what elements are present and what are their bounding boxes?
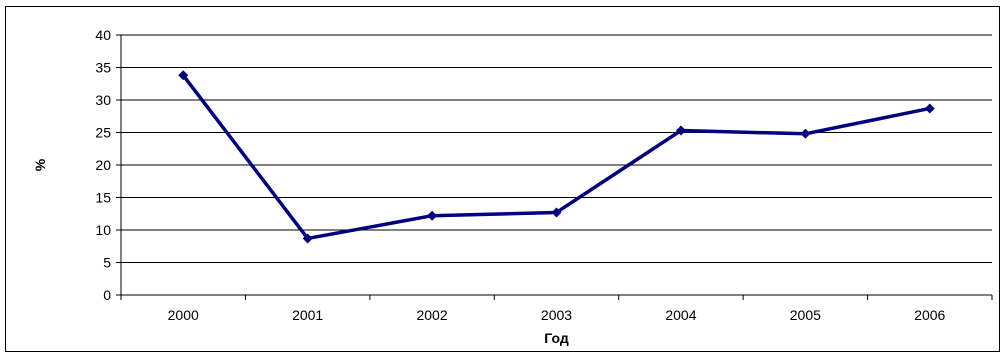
x-axis-ticks: 2000 2001 2002 2003 2004 2005 2006 xyxy=(121,295,992,323)
data-point-2002 xyxy=(427,211,437,221)
x-tick-label-2004: 2004 xyxy=(665,307,696,323)
y-tick-label-1: 5 xyxy=(103,255,111,271)
gridlines xyxy=(121,35,992,263)
x-tick-label-2003: 2003 xyxy=(541,307,572,323)
x-tick-label-2006: 2006 xyxy=(914,307,945,323)
y-tick-label-4: 20 xyxy=(95,157,111,173)
x-tick-label-2001: 2001 xyxy=(292,307,323,323)
y-tick-label-3: 15 xyxy=(95,190,111,206)
y-tick-label-5: 25 xyxy=(95,125,111,141)
x-tick-label-2000: 2000 xyxy=(168,307,199,323)
y-axis-title: % xyxy=(32,158,48,171)
y-tick-label-8: 40 xyxy=(95,27,111,43)
x-tick-label-2002: 2002 xyxy=(416,307,447,323)
series-layer xyxy=(178,70,935,243)
data-point-2005 xyxy=(800,129,810,139)
data-point-2006 xyxy=(925,103,935,113)
y-axis-ticks: 0 5 10 15 20 25 30 35 40 xyxy=(95,27,121,303)
y-tick-label-2: 10 xyxy=(95,222,111,238)
x-axis-title: Год xyxy=(544,330,569,346)
y-tick-label-0: 0 xyxy=(103,287,111,303)
y-tick-label-6: 30 xyxy=(95,92,111,108)
x-tick-label-2005: 2005 xyxy=(790,307,821,323)
y-tick-label-7: 35 xyxy=(95,60,111,76)
